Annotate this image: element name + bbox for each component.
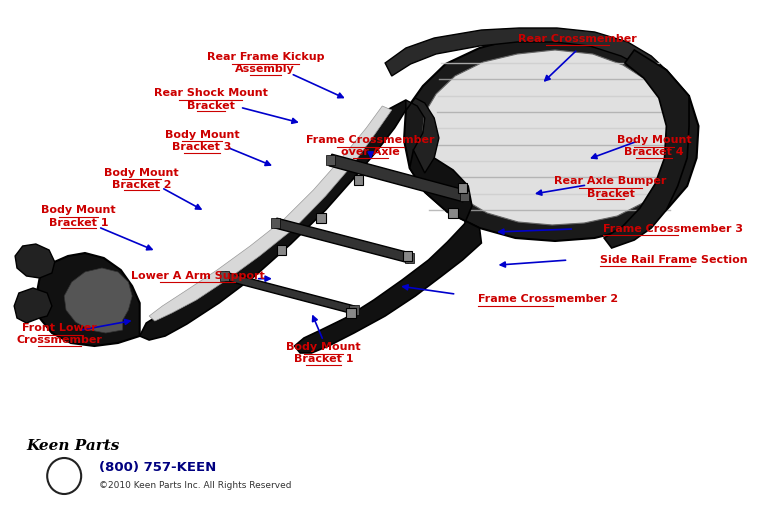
Polygon shape <box>294 150 481 353</box>
Bar <box>460 191 469 201</box>
Text: Body Mount
Bracket 3: Body Mount Bracket 3 <box>165 130 239 152</box>
Polygon shape <box>404 34 698 241</box>
Bar <box>448 208 458 218</box>
Text: Rear Shock Mount
Bracket: Rear Shock Mount Bracket <box>154 88 268 111</box>
Text: (800) 757-KEEN: (800) 757-KEEN <box>99 462 216 474</box>
Polygon shape <box>36 253 139 346</box>
Text: Keen Parts: Keen Parts <box>26 439 120 453</box>
Text: Rear Crossmember: Rear Crossmember <box>518 34 638 44</box>
Text: Lower A Arm Support: Lower A Arm Support <box>131 270 265 281</box>
Polygon shape <box>224 272 355 314</box>
Text: Body Mount
Bracket 1: Body Mount Bracket 1 <box>286 342 360 365</box>
Text: Rear Frame Kickup
Assembly: Rear Frame Kickup Assembly <box>206 52 324 75</box>
Text: Rear Axle Bumper
Bracket: Rear Axle Bumper Bracket <box>554 176 667 199</box>
Bar <box>354 175 363 185</box>
Bar <box>741 133 751 143</box>
Polygon shape <box>149 106 392 321</box>
Polygon shape <box>604 50 689 248</box>
Text: Frame Crossmember 2: Frame Crossmember 2 <box>478 294 618 305</box>
Bar <box>350 305 359 315</box>
Text: Body Mount
Bracket 2: Body Mount Bracket 2 <box>105 167 179 190</box>
Bar <box>405 253 414 263</box>
Text: Body Mount
Bracket 1: Body Mount Bracket 1 <box>41 205 116 228</box>
Text: Body Mount
Bracket 4: Body Mount Bracket 4 <box>617 135 691 157</box>
Bar <box>316 213 326 223</box>
Text: Front Lower
Crossmember: Front Lower Crossmember <box>17 323 102 346</box>
Polygon shape <box>423 50 674 225</box>
Polygon shape <box>14 288 52 323</box>
Polygon shape <box>64 268 132 333</box>
Bar <box>220 271 229 281</box>
Text: Frame Crossmember 3: Frame Crossmember 3 <box>603 224 743 234</box>
Bar <box>458 183 467 193</box>
Polygon shape <box>406 98 439 173</box>
Polygon shape <box>385 28 674 86</box>
Bar <box>271 218 280 228</box>
Polygon shape <box>274 218 410 263</box>
Text: Side Rail Frame Section: Side Rail Frame Section <box>600 255 747 265</box>
Bar <box>326 155 335 165</box>
Text: Frame Crossmember
over Axle: Frame Crossmember over Axle <box>306 135 435 157</box>
Polygon shape <box>329 154 466 202</box>
Bar <box>403 251 413 261</box>
Polygon shape <box>139 100 406 340</box>
Text: ©2010 Keen Parts Inc. All Rights Reserved: ©2010 Keen Parts Inc. All Rights Reserve… <box>99 482 292 491</box>
Bar <box>276 245 286 255</box>
Polygon shape <box>15 244 55 278</box>
Bar <box>346 308 356 318</box>
